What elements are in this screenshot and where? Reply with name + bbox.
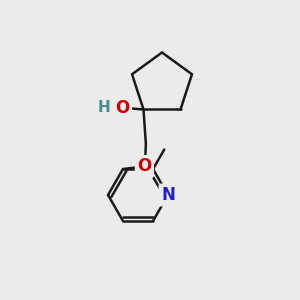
Text: H: H <box>98 100 110 116</box>
Text: O: O <box>116 99 130 117</box>
Text: N: N <box>161 186 175 204</box>
Text: O: O <box>137 158 152 175</box>
